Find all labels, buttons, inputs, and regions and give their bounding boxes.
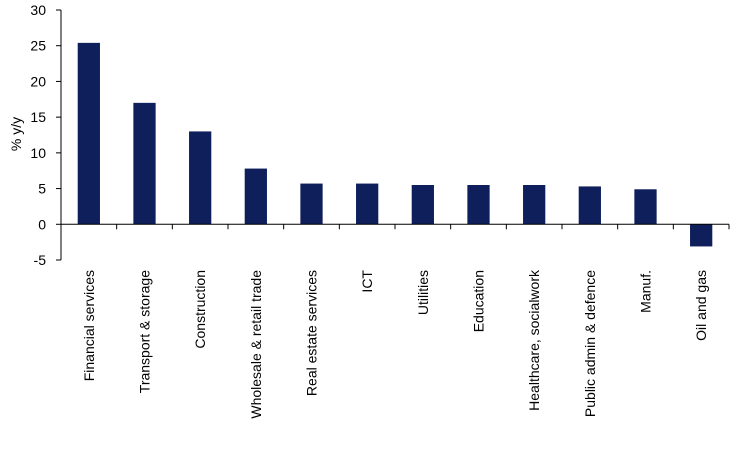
x-tick-label: Manuf.: [638, 270, 654, 313]
x-axis: Financial services Transport & storage Con…: [60, 223, 730, 419]
bars: [77, 42, 713, 247]
y-axis-title: % y/y: [8, 117, 24, 151]
bar: [300, 183, 323, 225]
y-tick-label: -5: [34, 252, 47, 268]
bar: [244, 168, 267, 225]
y-tick-label: 5: [38, 181, 46, 197]
y-tick-label: 30: [30, 2, 46, 18]
x-tick-label: Healthcare, socialwork: [526, 269, 542, 411]
bar: [690, 224, 713, 247]
y-tick-label: 10: [30, 145, 46, 161]
x-tick-label: Construction: [192, 270, 208, 349]
x-tick-label: Transport & storage: [137, 270, 153, 393]
x-tick-label: ICT: [359, 270, 375, 293]
bar: [578, 186, 601, 225]
x-tick-label: Education: [471, 270, 487, 332]
bar: [133, 102, 156, 225]
x-tick-label: Wholesale & retail trade: [248, 270, 264, 419]
y-tick-label: 15: [30, 109, 46, 125]
y-tick-label: 25: [30, 38, 46, 54]
x-tick-label: Real estate services: [304, 270, 320, 396]
bar: [411, 185, 434, 225]
x-tick-label: Financial services: [81, 270, 97, 381]
x-tick-label: Utilities: [415, 270, 431, 315]
bar: [356, 183, 379, 225]
x-tick-label: Public admin & defence: [582, 270, 598, 417]
bar: [77, 42, 100, 225]
bar: [189, 131, 212, 225]
bar: [523, 185, 546, 225]
x-tick-label: Oil and gas: [693, 270, 709, 341]
bar: [467, 185, 490, 225]
y-tick-label: 20: [30, 73, 46, 89]
y-axis: -5 0 5 10 15 20 25 30: [30, 2, 62, 268]
y-tick-label: 0: [38, 216, 46, 232]
bar: [634, 189, 657, 225]
